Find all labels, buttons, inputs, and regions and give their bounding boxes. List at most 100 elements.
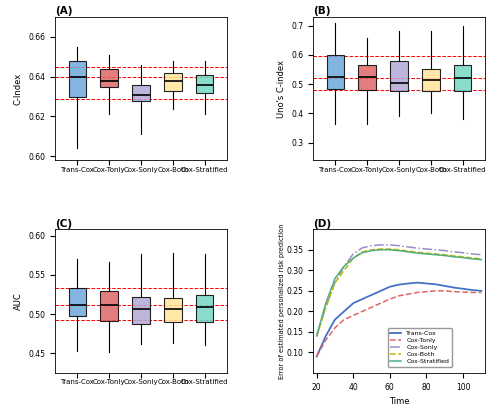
- Cox-Tonly: [469, 290, 475, 295]
- Line: Cox-Stratified: Cox-Stratified: [316, 250, 482, 336]
- Cox-Tonly: [460, 290, 466, 295]
- Cox-Both: [368, 247, 374, 252]
- Cox-Both: [460, 254, 466, 259]
- Cox-Tonly: [341, 317, 347, 322]
- Text: (A): (A): [55, 6, 72, 16]
- Cox-Tonly: [442, 288, 448, 293]
- Cox-Stratified: [442, 253, 448, 258]
- Cox-Tonly: [451, 289, 457, 294]
- Line: Cox-Both: Cox-Both: [316, 249, 482, 336]
- Text: (D): (D): [313, 219, 331, 228]
- Cox-Tonly: [323, 338, 329, 343]
- Cox-Both: [451, 253, 457, 259]
- PathPatch shape: [358, 65, 376, 90]
- Cox-Tonly: [478, 290, 484, 295]
- PathPatch shape: [196, 295, 214, 322]
- Cox-Both: [332, 280, 338, 285]
- Cox-Both: [378, 246, 384, 251]
- PathPatch shape: [164, 72, 182, 91]
- Cox-Sonly: [378, 242, 384, 247]
- Trans-Cox: [469, 287, 475, 292]
- Cox-Sonly: [396, 243, 402, 248]
- Cox-Both: [414, 250, 420, 255]
- Cox-Sonly: [314, 334, 320, 339]
- Cox-Tonly: [332, 325, 338, 330]
- Cox-Tonly: [396, 293, 402, 298]
- Cox-Both: [432, 251, 438, 256]
- Cox-Both: [478, 256, 484, 261]
- Cox-Stratified: [432, 252, 438, 257]
- Cox-Sonly: [424, 246, 430, 251]
- Cox-Sonly: [451, 249, 457, 254]
- Cox-Stratified: [378, 247, 384, 252]
- X-axis label: Time: Time: [389, 397, 409, 406]
- Cox-Both: [314, 334, 320, 339]
- Cox-Stratified: [478, 257, 484, 262]
- Cox-Sonly: [414, 246, 420, 251]
- Cox-Stratified: [314, 334, 320, 339]
- Line: Trans-Cox: Trans-Cox: [316, 283, 482, 357]
- Cox-Stratified: [451, 254, 457, 259]
- Trans-Cox: [378, 288, 384, 293]
- Cox-Both: [424, 251, 430, 256]
- Cox-Stratified: [368, 248, 374, 253]
- Cox-Tonly: [314, 354, 320, 359]
- PathPatch shape: [390, 61, 408, 91]
- Cox-Both: [405, 248, 411, 253]
- Cox-Stratified: [424, 251, 430, 256]
- Cox-Sonly: [442, 248, 448, 253]
- Text: (B): (B): [313, 6, 330, 16]
- Cox-Both: [350, 256, 356, 261]
- Cox-Sonly: [460, 250, 466, 255]
- Trans-Cox: [478, 288, 484, 293]
- PathPatch shape: [68, 288, 86, 316]
- Cox-Stratified: [469, 256, 475, 261]
- PathPatch shape: [100, 290, 118, 321]
- Cox-Both: [442, 252, 448, 257]
- Cox-Tonly: [378, 301, 384, 306]
- Cox-Both: [323, 305, 329, 310]
- Trans-Cox: [350, 301, 356, 306]
- PathPatch shape: [68, 61, 86, 96]
- Cox-Stratified: [332, 276, 338, 281]
- PathPatch shape: [132, 85, 150, 101]
- Legend: Trans-Cox, Cox-Tonly, Cox-Sonly, Cox-Both, Cox-Stratified: Trans-Cox, Cox-Tonly, Cox-Sonly, Cox-Bot…: [388, 328, 452, 367]
- Y-axis label: C-Index: C-Index: [14, 72, 22, 105]
- Line: Cox-Tonly: Cox-Tonly: [316, 291, 482, 357]
- PathPatch shape: [196, 75, 214, 93]
- Trans-Cox: [442, 283, 448, 288]
- Trans-Cox: [460, 286, 466, 291]
- Cox-Sonly: [387, 242, 393, 247]
- Cox-Tonly: [405, 292, 411, 297]
- Trans-Cox: [424, 281, 430, 286]
- Cox-Tonly: [414, 290, 420, 295]
- Cox-Stratified: [387, 247, 393, 252]
- Cox-Sonly: [368, 243, 374, 248]
- Trans-Cox: [405, 281, 411, 286]
- Cox-Sonly: [350, 251, 356, 256]
- Cox-Tonly: [424, 289, 430, 294]
- Trans-Cox: [387, 284, 393, 289]
- Cox-Sonly: [469, 251, 475, 256]
- Cox-Tonly: [387, 297, 393, 302]
- Cox-Tonly: [360, 309, 366, 314]
- Trans-Cox: [314, 354, 320, 359]
- PathPatch shape: [326, 55, 344, 89]
- Cox-Stratified: [323, 301, 329, 306]
- Trans-Cox: [323, 334, 329, 339]
- PathPatch shape: [422, 69, 440, 91]
- Cox-Both: [360, 249, 366, 254]
- Cox-Sonly: [360, 245, 366, 250]
- Y-axis label: Error of estimated personalized risk prediction: Error of estimated personalized risk pre…: [279, 223, 285, 379]
- Y-axis label: AUC: AUC: [14, 292, 22, 310]
- Cox-Sonly: [323, 305, 329, 310]
- Cox-Stratified: [350, 256, 356, 261]
- Cox-Stratified: [396, 248, 402, 253]
- PathPatch shape: [132, 297, 150, 324]
- Trans-Cox: [341, 309, 347, 314]
- Cox-Sonly: [332, 280, 338, 285]
- Cox-Sonly: [405, 244, 411, 249]
- Cox-Both: [341, 268, 347, 273]
- Trans-Cox: [360, 297, 366, 302]
- Cox-Stratified: [360, 250, 366, 255]
